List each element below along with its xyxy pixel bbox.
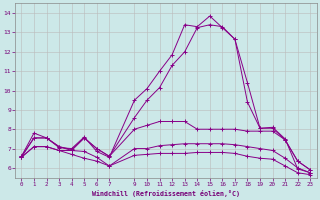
X-axis label: Windchill (Refroidissement éolien,°C): Windchill (Refroidissement éolien,°C) — [92, 190, 240, 197]
